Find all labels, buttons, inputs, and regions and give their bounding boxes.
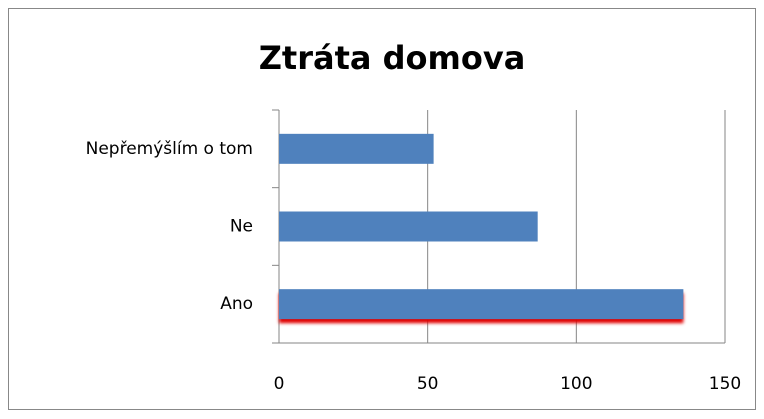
bar bbox=[279, 289, 684, 320]
x-tick-label: 0 bbox=[274, 374, 285, 394]
x-tick-label: 150 bbox=[709, 374, 741, 394]
x-tick-label: 100 bbox=[560, 374, 592, 394]
y-tick-label: Ne bbox=[230, 217, 253, 237]
bar bbox=[279, 211, 538, 242]
y-tick-label: Ano bbox=[220, 294, 253, 314]
chart-title: Ztráta domova bbox=[259, 39, 526, 77]
x-tick-label: 50 bbox=[417, 374, 439, 394]
bar bbox=[279, 133, 434, 164]
y-tick-label: Nepřemýšlím o tom bbox=[86, 139, 253, 159]
